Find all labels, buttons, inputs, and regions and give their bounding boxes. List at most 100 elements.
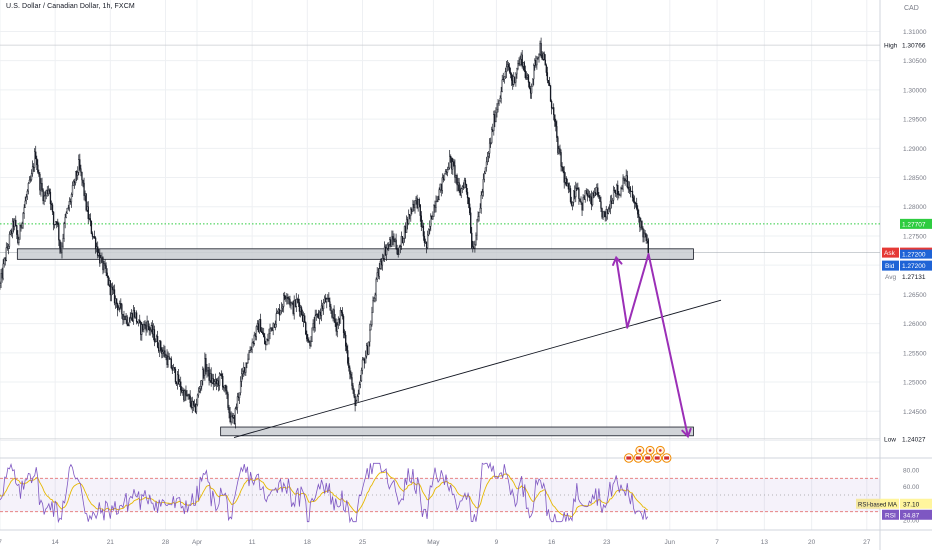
candle-body: [327, 298, 328, 299]
candle-body: [18, 239, 19, 242]
candle-body: [624, 178, 625, 181]
time-tick-label: 9: [495, 539, 499, 546]
candle-body: [228, 394, 229, 408]
low-badge-value: 1.24027: [902, 436, 926, 443]
candle-body: [443, 178, 444, 180]
rsi-tick-label: 60.00: [903, 484, 920, 491]
candle-body: [30, 180, 31, 181]
candle-body: [625, 180, 626, 181]
candle-body: [602, 208, 603, 217]
candle-body: [8, 246, 9, 248]
candle-body: [78, 160, 79, 173]
candle-body: [156, 336, 157, 341]
candle-body: [616, 185, 617, 194]
candle-body: [101, 258, 102, 259]
candle-body: [278, 309, 279, 312]
candle-body: [57, 223, 58, 224]
candle-body: [12, 221, 13, 233]
candle-body: [87, 207, 88, 210]
candle-body: [628, 187, 629, 189]
candle-body: [566, 178, 567, 186]
candle-body: [88, 207, 89, 219]
price-tick-label: 1.26000: [903, 321, 927, 328]
candle-body: [212, 378, 213, 382]
candle-body: [21, 225, 22, 227]
rsi-tick-label: 80.00: [903, 468, 920, 475]
candle-body: [154, 330, 155, 342]
candle-body: [492, 130, 493, 131]
candle-body: [121, 305, 122, 315]
candle-body: [250, 351, 251, 353]
candle-body: [485, 168, 486, 174]
candle-body: [615, 191, 616, 194]
candle-body: [281, 308, 282, 311]
extra-value: 1.27200: [902, 252, 926, 259]
candle-body: [311, 342, 312, 346]
candle-body: [2, 273, 3, 278]
candle-body: [617, 185, 618, 195]
candle-body: [192, 401, 193, 408]
candle-body: [323, 303, 324, 309]
candle-body: [409, 214, 410, 216]
candle-body: [294, 300, 295, 313]
candle-body: [113, 290, 114, 291]
candle-body: [60, 248, 61, 252]
candle-body: [309, 342, 310, 346]
candle-body: [593, 193, 594, 196]
candle-body: [321, 306, 322, 315]
candle-body: [571, 202, 572, 205]
candle-body: [234, 415, 235, 423]
candle-body: [336, 323, 337, 332]
candle-body: [173, 367, 174, 370]
candle-body: [107, 273, 108, 276]
candle-body: [124, 316, 125, 319]
candle-body: [514, 77, 515, 83]
candle-body: [510, 72, 511, 75]
candle-body: [46, 190, 47, 195]
candle-body: [456, 175, 457, 177]
candle-body: [379, 269, 380, 277]
candle-body: [82, 172, 83, 180]
candle-body: [463, 187, 464, 188]
candle-body: [385, 247, 386, 255]
candle-body: [277, 312, 278, 314]
candle-body: [354, 390, 355, 396]
candle-body: [587, 193, 588, 196]
time-tick-label: 20: [808, 539, 816, 546]
candle-body: [468, 198, 469, 204]
candle-body: [430, 216, 431, 226]
currency-label: CAD: [904, 5, 919, 12]
candle-body: [507, 64, 508, 66]
candle-body: [187, 395, 188, 396]
candle-body: [80, 169, 81, 173]
candle-body: [581, 201, 582, 203]
candle-body: [67, 208, 68, 213]
candle-body: [313, 323, 314, 327]
price-tick-label: 1.28000: [903, 204, 927, 211]
candle-body: [167, 355, 168, 364]
candle-body: [237, 397, 238, 408]
candle-body: [607, 210, 608, 214]
candle-body: [627, 176, 628, 187]
low-badge-label: Low: [884, 436, 896, 443]
time-tick-label: 7: [715, 539, 719, 546]
candle-body: [170, 359, 171, 360]
candle-body: [539, 54, 540, 57]
time-tick-label: 28: [162, 539, 170, 546]
candle-body: [391, 236, 392, 246]
candle-body: [569, 188, 570, 189]
candle-body: [199, 389, 200, 391]
candle-body: [338, 319, 339, 325]
candle-body: [190, 396, 191, 403]
candle-body: [136, 313, 137, 322]
candle-body: [69, 201, 70, 208]
candle-body: [482, 192, 483, 195]
candle-body: [360, 381, 361, 385]
candle-body: [554, 115, 555, 122]
candle-body: [316, 314, 317, 315]
candle-body: [490, 143, 491, 144]
time-tick-label: Jun: [665, 539, 676, 546]
candle-body: [433, 205, 434, 216]
